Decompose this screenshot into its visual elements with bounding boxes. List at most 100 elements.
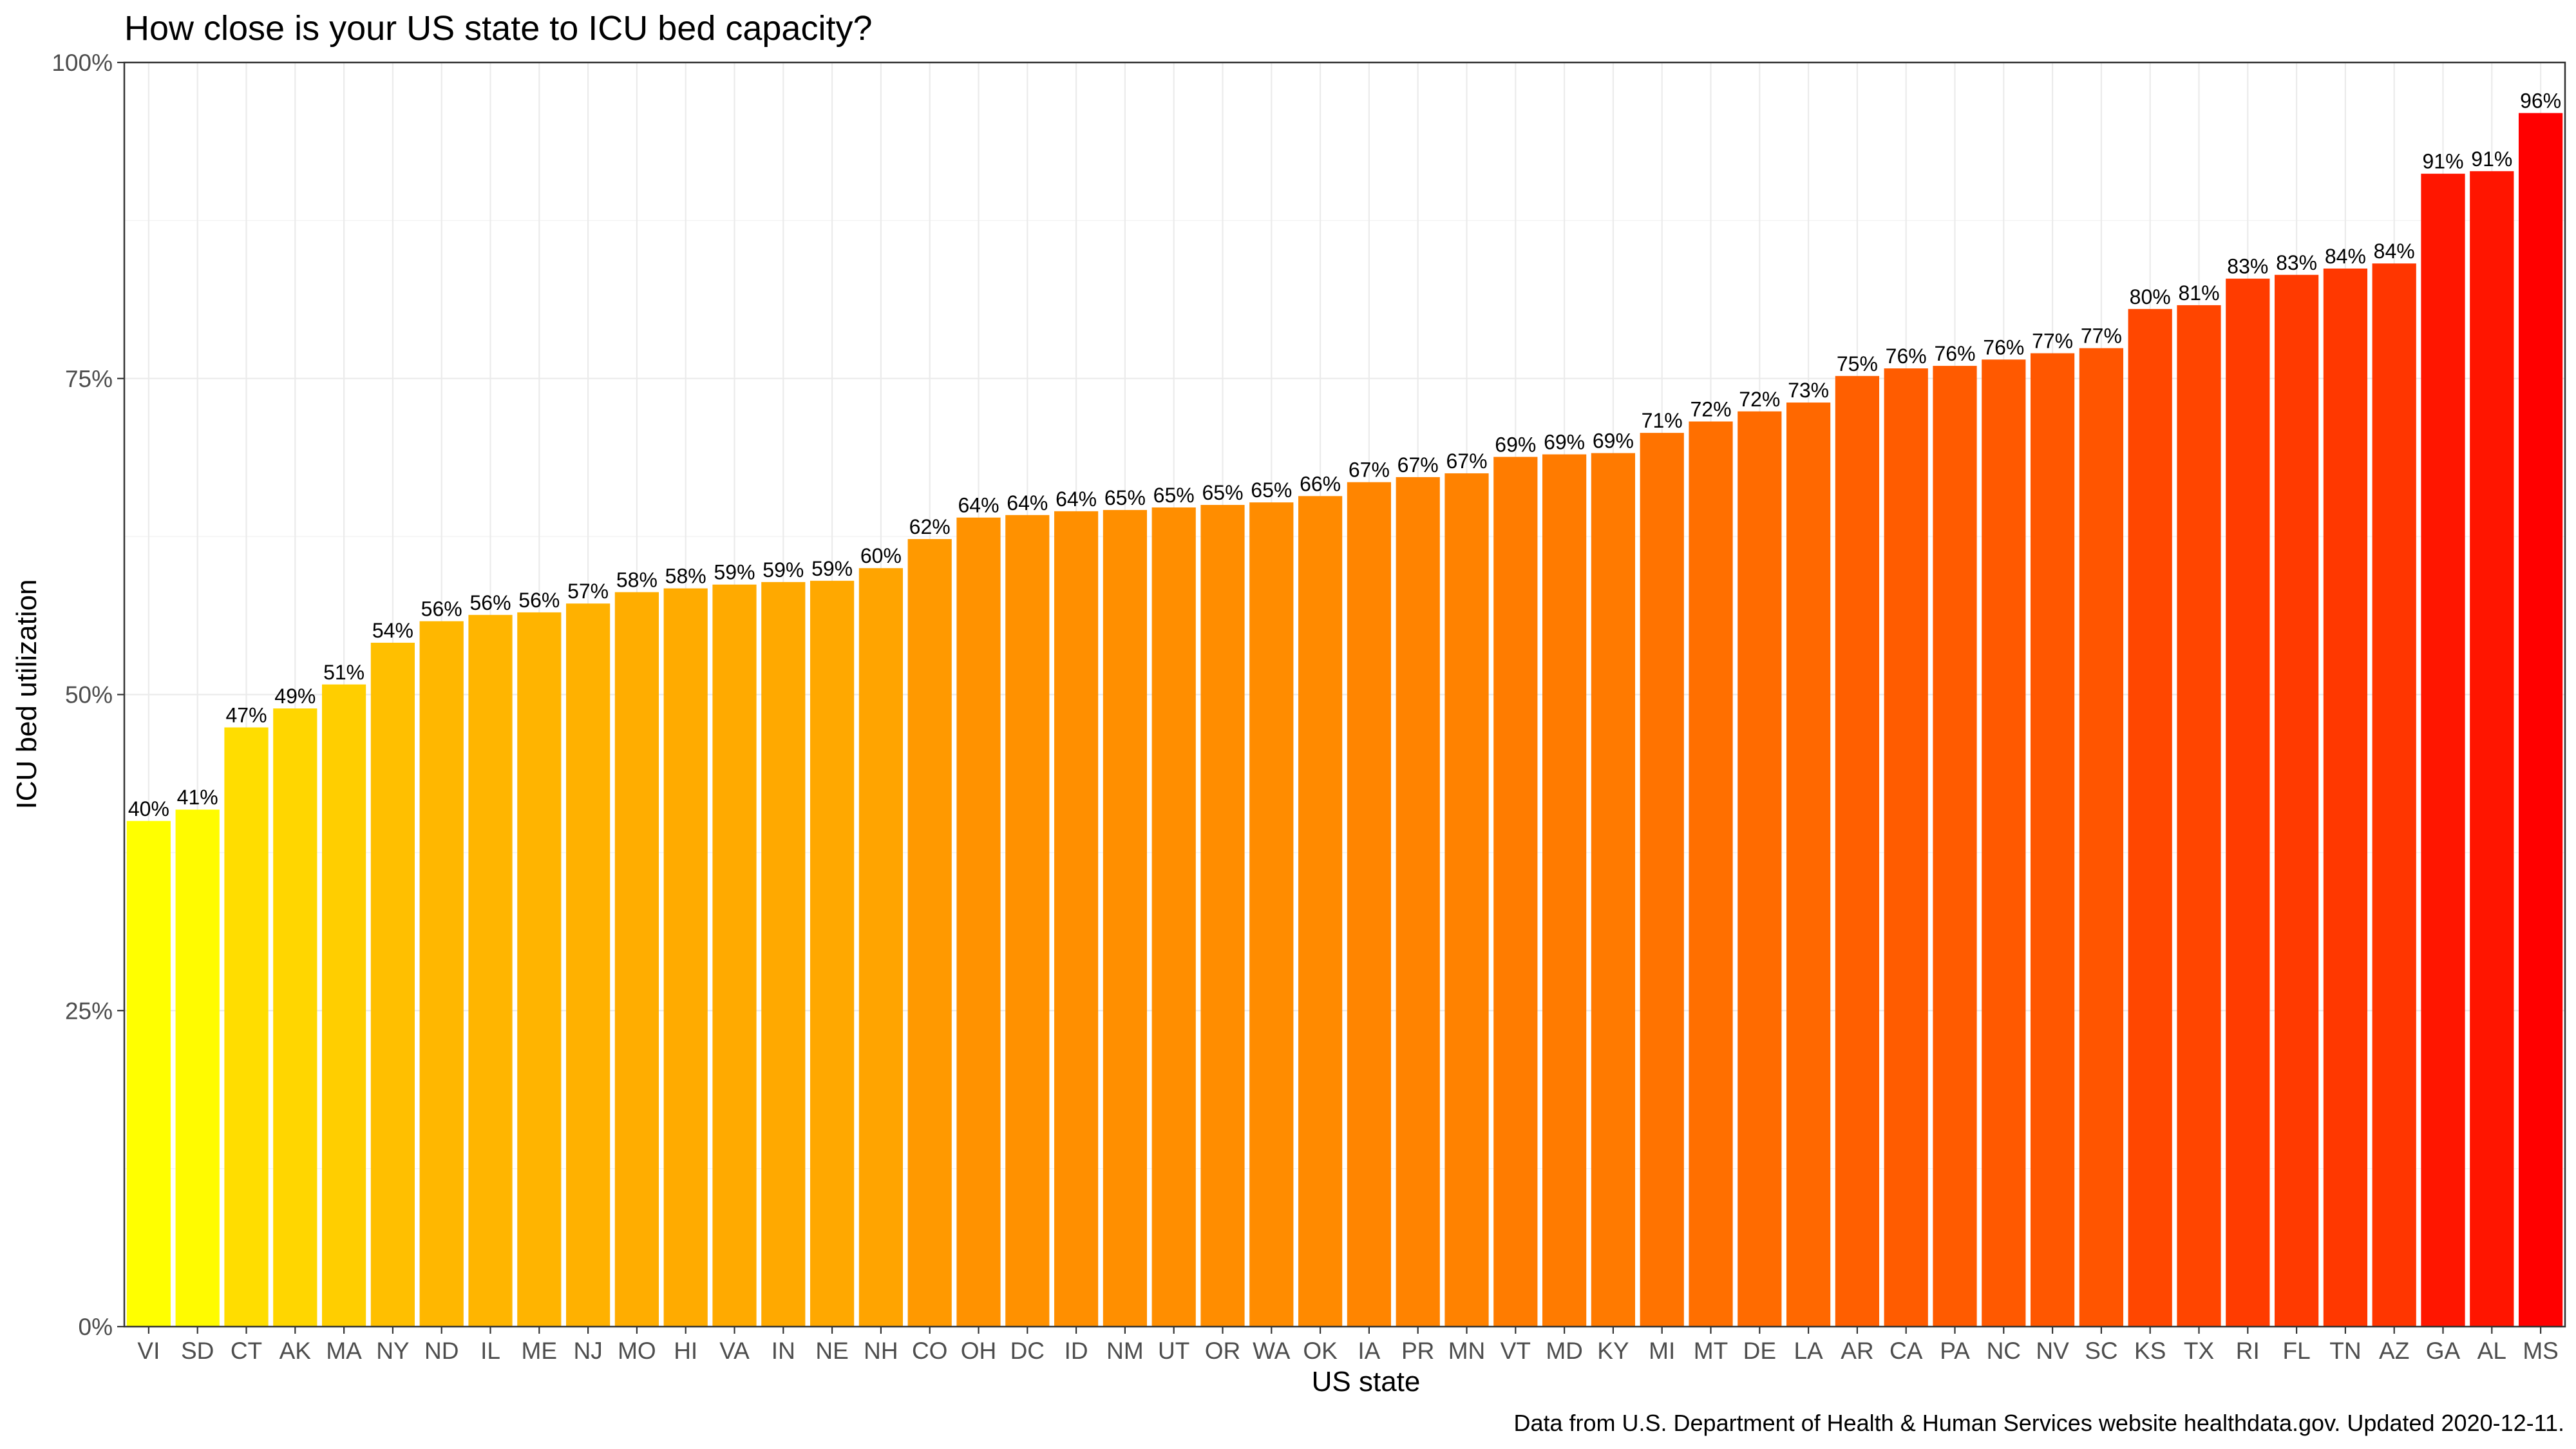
bar-value-label: 83% xyxy=(2227,255,2268,278)
x-tick-label: VI xyxy=(137,1338,160,1364)
x-tick-label: MI xyxy=(1649,1338,1675,1364)
bar-md xyxy=(1542,454,1587,1327)
x-tick-label: CO xyxy=(912,1338,948,1364)
x-tick-label: DC xyxy=(1010,1338,1045,1364)
y-tick-label: 50% xyxy=(65,682,113,708)
bar-value-label: 75% xyxy=(1837,352,1878,375)
x-tick-label: IL xyxy=(480,1338,500,1364)
x-tick-label: MO xyxy=(618,1338,656,1364)
x-tick-label: FL xyxy=(2283,1338,2311,1364)
bar-value-label: 57% xyxy=(567,580,609,603)
x-tick-label: KY xyxy=(1597,1338,1629,1364)
bar-ca xyxy=(1884,368,1928,1327)
bar-value-label: 84% xyxy=(2325,245,2366,268)
x-tick-label: IN xyxy=(772,1338,795,1364)
bar-nj xyxy=(565,603,611,1327)
x-tick-label: MT xyxy=(1694,1338,1728,1364)
x-tick-label: AR xyxy=(1841,1338,1873,1364)
x-tick-label: HI xyxy=(674,1338,697,1364)
x-tick-label: ME xyxy=(522,1338,558,1364)
x-tick-label: ND xyxy=(424,1338,459,1364)
bar-ms xyxy=(2518,113,2563,1327)
x-tick-label: IA xyxy=(1358,1338,1380,1364)
bar-value-labels: 40% 41% 47% 49% 51% 54% 56% 56% 56% 57% 58% 58% 59% 5… xyxy=(128,90,2561,820)
x-tick-label: PA xyxy=(1940,1338,1970,1364)
bar-value-label: 80% xyxy=(2130,285,2171,308)
bar-value-label: 65% xyxy=(1153,484,1195,507)
x-tick-label: MA xyxy=(326,1338,362,1364)
x-tick-label: NV xyxy=(2036,1338,2069,1364)
y-tick-label: 25% xyxy=(65,998,113,1024)
bar-value-label: 58% xyxy=(665,565,706,588)
x-tick-label: DE xyxy=(1743,1338,1776,1364)
bar-value-label: 64% xyxy=(1056,488,1097,511)
x-tick-label: SD xyxy=(181,1338,214,1364)
x-tick-label: OR xyxy=(1205,1338,1241,1364)
y-axis-title: ICU bed utilization xyxy=(11,579,43,809)
bar-value-label: 72% xyxy=(1739,388,1780,411)
bar-value-label: 56% xyxy=(469,591,511,614)
bar-value-label: 51% xyxy=(323,661,365,684)
bar-or xyxy=(1200,505,1245,1327)
bar-value-label: 69% xyxy=(1593,430,1634,453)
bar-wa xyxy=(1249,502,1294,1327)
bar-value-label: 65% xyxy=(1104,486,1146,509)
bar-nv xyxy=(2030,353,2075,1327)
bar-value-label: 76% xyxy=(1886,345,1927,368)
bar-value-label: 60% xyxy=(860,544,902,567)
bar-value-label: 69% xyxy=(1495,433,1536,456)
x-tick-label: TN xyxy=(2329,1338,2361,1364)
bar-in xyxy=(761,582,806,1327)
bar-ne xyxy=(810,580,855,1327)
bar-ak xyxy=(273,708,317,1327)
x-axis: VI SD CT AK MA NY ND IL ME NJ MO HI VA IN NE NH CO OH DC ID… xyxy=(137,1327,2559,1364)
x-tick-label: NH xyxy=(864,1338,898,1364)
bar-value-label: 67% xyxy=(1446,450,1487,473)
bar-ia xyxy=(1347,482,1392,1327)
bar-value-label: 91% xyxy=(2422,150,2463,173)
bar-value-label: 49% xyxy=(274,685,316,708)
bar-pa xyxy=(1933,366,1977,1327)
x-tick-label: PR xyxy=(1401,1338,1434,1364)
bar-il xyxy=(468,614,513,1327)
bar-tn xyxy=(2323,268,2368,1327)
x-tick-label: MN xyxy=(1448,1338,1486,1364)
x-tick-label: CT xyxy=(231,1338,262,1364)
chart-title: How close is your US state to ICU bed ca… xyxy=(124,9,873,48)
x-axis-title: US state xyxy=(1312,1366,1421,1397)
x-tick-label: VT xyxy=(1501,1338,1531,1364)
bar-value-label: 66% xyxy=(1300,472,1341,495)
x-tick-label: OK xyxy=(1303,1338,1338,1364)
bar-nd xyxy=(419,621,464,1327)
bar-value-label: 84% xyxy=(2374,240,2415,263)
bar-value-label: 91% xyxy=(2471,147,2512,171)
bar-value-label: 64% xyxy=(1007,491,1048,515)
bar-value-label: 83% xyxy=(2276,251,2317,274)
bar-mn xyxy=(1444,473,1489,1327)
x-tick-label: NE xyxy=(815,1338,848,1364)
x-tick-label: GA xyxy=(2426,1338,2461,1364)
bar-value-label: 54% xyxy=(372,619,413,642)
bar-oh xyxy=(956,517,1001,1327)
bar-az xyxy=(2372,263,2416,1327)
chart-caption: Data from U.S. Department of Health & Hu… xyxy=(1513,1410,2564,1436)
x-tick-label: NJ xyxy=(573,1338,602,1364)
bar-value-label: 65% xyxy=(1251,478,1292,502)
bar-value-label: 59% xyxy=(714,561,755,584)
x-tick-label: LA xyxy=(1794,1338,1823,1364)
x-tick-label: OH xyxy=(961,1338,997,1364)
bar-ma xyxy=(321,684,366,1327)
bar-va xyxy=(712,584,757,1327)
bar-vt xyxy=(1493,457,1538,1327)
bar-value-label: 47% xyxy=(225,704,267,727)
bar-value-label: 41% xyxy=(177,786,218,809)
x-tick-label: MS xyxy=(2523,1338,2559,1364)
bar-value-label: 65% xyxy=(1202,481,1243,504)
bar-nm xyxy=(1103,509,1148,1327)
bar-ny xyxy=(370,643,415,1327)
bar-sd xyxy=(175,810,220,1327)
x-tick-label: CA xyxy=(1889,1338,1923,1364)
bar-mt xyxy=(1689,421,1733,1327)
bar-nc xyxy=(1982,359,2026,1327)
bar-mo xyxy=(614,592,659,1327)
